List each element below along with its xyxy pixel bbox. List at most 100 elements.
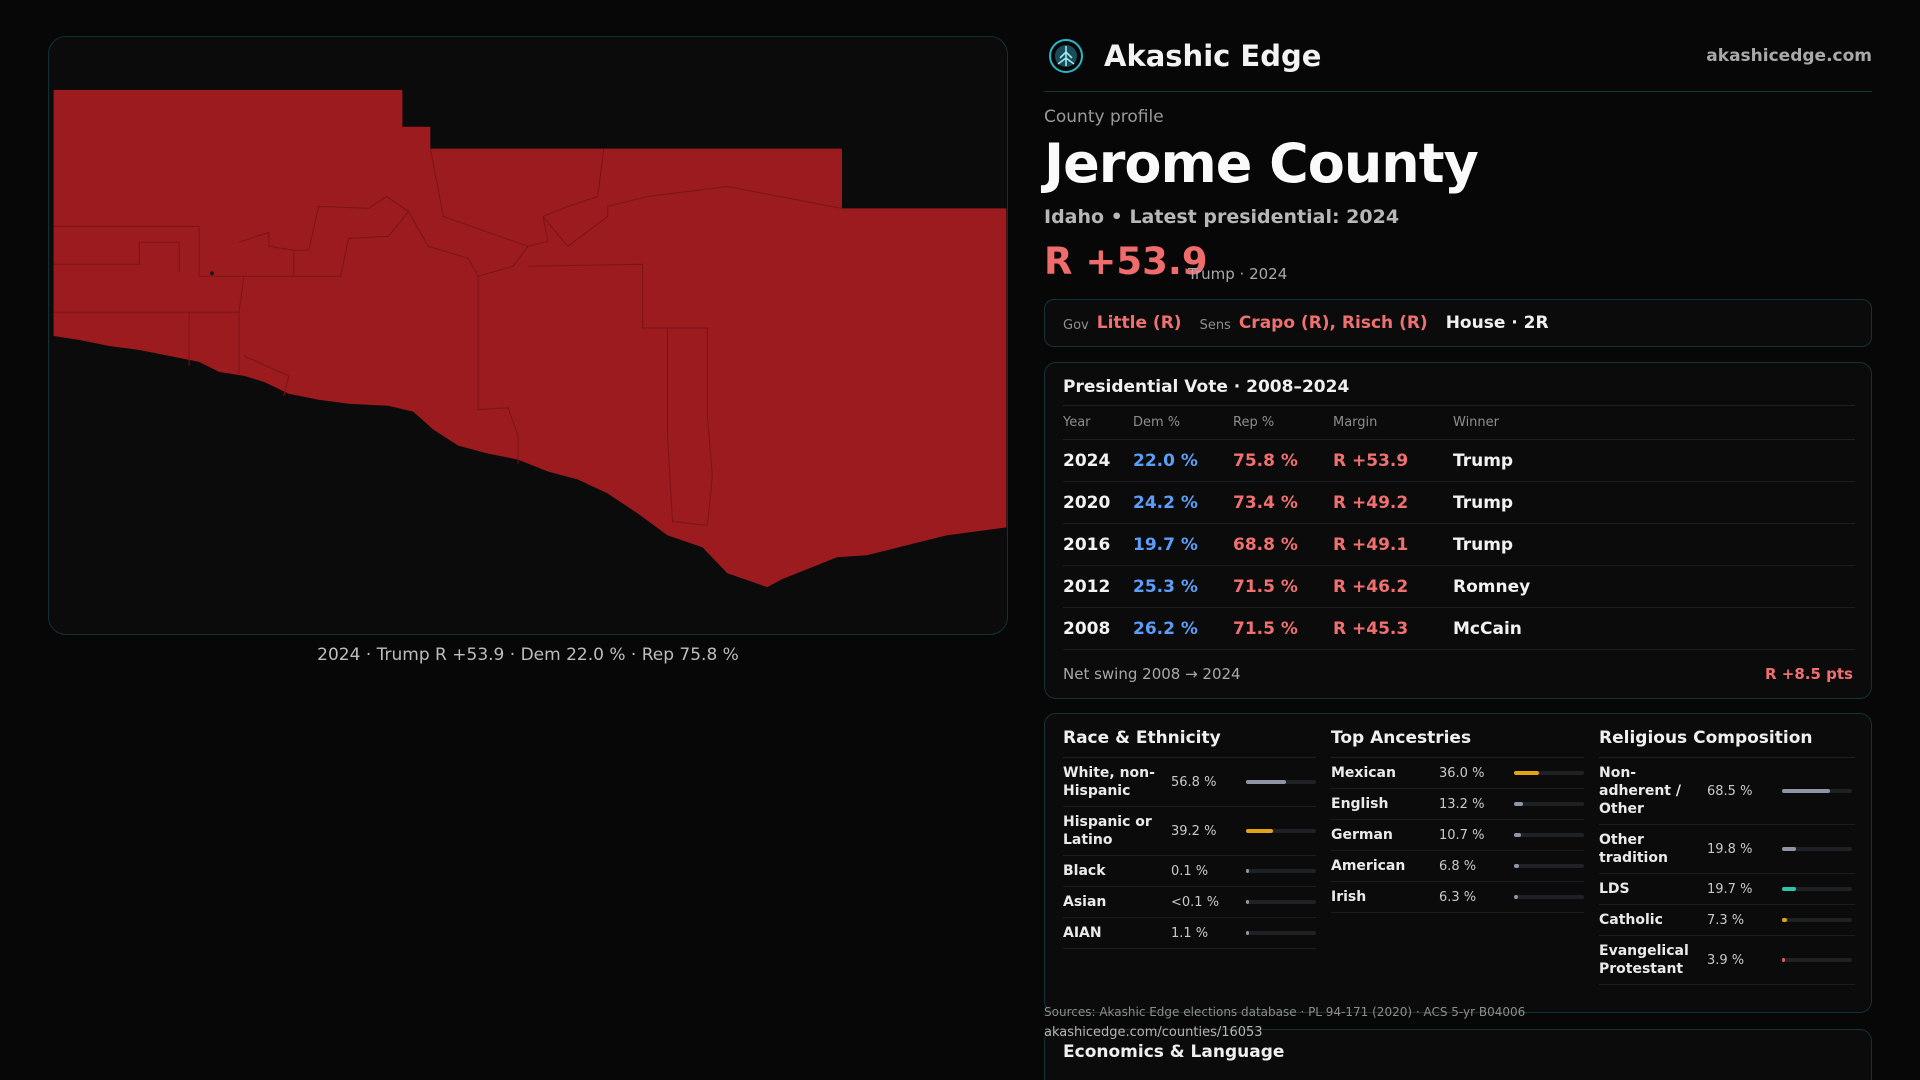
- demographics-card: Race & Ethnicity White, non-Hispanic 56.8…: [1044, 713, 1872, 1013]
- county-profile-panel: Akashic Edge akashicedge.com County prof…: [1044, 0, 1872, 1080]
- item-name: LDS: [1599, 881, 1630, 897]
- row-year: 2020: [1063, 481, 1133, 524]
- col-winner: Winner: [1453, 405, 1855, 440]
- list-item: White, non-Hispanic 56.8 %: [1063, 758, 1316, 807]
- item-bar-fill: [1246, 869, 1249, 873]
- page-title: Jerome County: [1044, 132, 1479, 195]
- item-value: 3.9 %: [1707, 952, 1745, 968]
- row-dem: 26.2 %: [1133, 607, 1233, 650]
- item-value: 36.0 %: [1439, 765, 1485, 781]
- brand-url[interactable]: akashicedge.com: [1706, 46, 1872, 66]
- row-winner: Trump: [1453, 439, 1855, 482]
- county-shape[interactable]: [53, 89, 1007, 588]
- list-item: LDS 19.7 %: [1599, 874, 1855, 905]
- row-year: 2024: [1063, 439, 1133, 482]
- col-margin: Margin: [1333, 405, 1453, 440]
- item-bar-fill: [1246, 900, 1249, 904]
- town-marker: [210, 271, 215, 276]
- item-bar-fill: [1514, 802, 1524, 806]
- item-name: German: [1331, 827, 1393, 843]
- table-row: 2024 22.0 % 75.8 % R +53.9 Trump: [1063, 439, 1855, 482]
- item-bar: [1782, 847, 1852, 851]
- brand-name[interactable]: Akashic Edge: [1104, 39, 1322, 73]
- item-bar: [1246, 869, 1316, 873]
- row-dem: 24.2 %: [1133, 481, 1233, 524]
- row-year: 2012: [1063, 565, 1133, 608]
- row-winner: Trump: [1453, 481, 1855, 524]
- item-bar-fill: [1514, 895, 1519, 899]
- table-header-row: Year Dem % Rep % Margin Winner: [1063, 405, 1855, 440]
- item-bar-fill: [1246, 780, 1286, 784]
- tree-logo-icon[interactable]: [1048, 38, 1084, 74]
- item-name: Black: [1063, 863, 1106, 879]
- presidential-table: Year Dem % Rep % Margin Winner 2024 22.0…: [1063, 405, 1855, 650]
- race-list: White, non-Hispanic 56.8 % Hispanic or Lat…: [1063, 758, 1316, 949]
- row-margin: R +46.2: [1333, 565, 1453, 608]
- item-bar-fill: [1782, 789, 1830, 793]
- item-bar-fill: [1514, 833, 1522, 837]
- gov-label: Gov: [1063, 317, 1089, 333]
- row-dem: 25.3 %: [1133, 565, 1233, 608]
- religion-title: Religious Composition: [1599, 728, 1855, 758]
- table-row: 2020 24.2 % 73.4 % R +49.2 Trump: [1063, 481, 1855, 524]
- economics-title: Economics & Language: [1063, 1042, 1285, 1062]
- gov-value: Little (R): [1096, 313, 1182, 333]
- item-value: 6.3 %: [1439, 889, 1477, 905]
- ancestry-column: Top Ancestries Mexican 36.0 % English 13.2 …: [1331, 728, 1584, 913]
- item-bar: [1782, 958, 1852, 962]
- item-bar-fill: [1514, 771, 1540, 775]
- officials-bar: Gov Little (R) Sens Crapo (R), Risch (R)…: [1044, 299, 1872, 347]
- item-bar: [1514, 864, 1584, 868]
- item-name: Non-adherent / Other: [1599, 765, 1681, 817]
- item-name: American: [1331, 858, 1406, 874]
- item-value: <0.1 %: [1171, 894, 1220, 910]
- precinct-lines: [53, 148, 843, 526]
- item-value: 19.7 %: [1707, 881, 1753, 897]
- list-item: American 6.8 %: [1331, 851, 1584, 882]
- item-name: Catholic: [1599, 912, 1663, 928]
- house-value: House · 2R: [1445, 313, 1549, 333]
- item-value: 6.8 %: [1439, 858, 1477, 874]
- item-value: 13.2 %: [1439, 796, 1485, 812]
- row-dem: 19.7 %: [1133, 523, 1233, 566]
- item-bar-fill: [1782, 847, 1796, 851]
- item-bar: [1246, 829, 1316, 833]
- list-item: Non-adherent / Other 68.5 %: [1599, 758, 1855, 825]
- item-bar: [1514, 895, 1584, 899]
- row-rep: 75.8 %: [1233, 439, 1333, 482]
- list-item: AIAN 1.1 %: [1063, 918, 1316, 949]
- row-year: 2008: [1063, 607, 1133, 650]
- sens-label: Sens: [1199, 317, 1231, 333]
- item-value: 56.8 %: [1171, 774, 1217, 790]
- row-margin: R +49.1: [1333, 523, 1453, 566]
- county-map[interactable]: [48, 36, 1008, 635]
- item-bar: [1246, 900, 1316, 904]
- latest-margin-sub: Trump · 2024: [1188, 265, 1288, 283]
- row-rep: 68.8 %: [1233, 523, 1333, 566]
- item-bar: [1246, 780, 1316, 784]
- list-item: Asian <0.1 %: [1063, 887, 1316, 918]
- item-name: Hispanic or Latino: [1063, 814, 1152, 848]
- item-name: Evangelical Protestant: [1599, 943, 1689, 977]
- item-bar: [1514, 802, 1584, 806]
- col-rep: Rep %: [1233, 405, 1333, 440]
- list-item: Black 0.1 %: [1063, 856, 1316, 887]
- sources-note: Sources: Akashic Edge elections database…: [1044, 1005, 1526, 1019]
- item-name: Other tradition: [1599, 832, 1668, 866]
- row-rep: 71.5 %: [1233, 565, 1333, 608]
- table-row: 2016 19.7 % 68.8 % R +49.1 Trump: [1063, 523, 1855, 566]
- item-name: Mexican: [1331, 765, 1396, 781]
- religion-column: Religious Composition Non-adherent / Oth…: [1599, 728, 1855, 985]
- row-winner: McCain: [1453, 607, 1855, 650]
- item-name: English: [1331, 796, 1389, 812]
- latest-margin: R +53.9: [1044, 240, 1208, 283]
- row-margin: R +49.2: [1333, 481, 1453, 524]
- row-margin: R +53.9: [1333, 439, 1453, 482]
- item-name: AIAN: [1063, 925, 1102, 941]
- row-year: 2016: [1063, 523, 1133, 566]
- race-title: Race & Ethnicity: [1063, 728, 1316, 758]
- table-row: 2012 25.3 % 71.5 % R +46.2 Romney: [1063, 565, 1855, 608]
- sources-url[interactable]: akashicedge.com/counties/16053: [1044, 1025, 1263, 1040]
- county-map-svg: [53, 89, 1007, 588]
- ancestry-title: Top Ancestries: [1331, 728, 1584, 758]
